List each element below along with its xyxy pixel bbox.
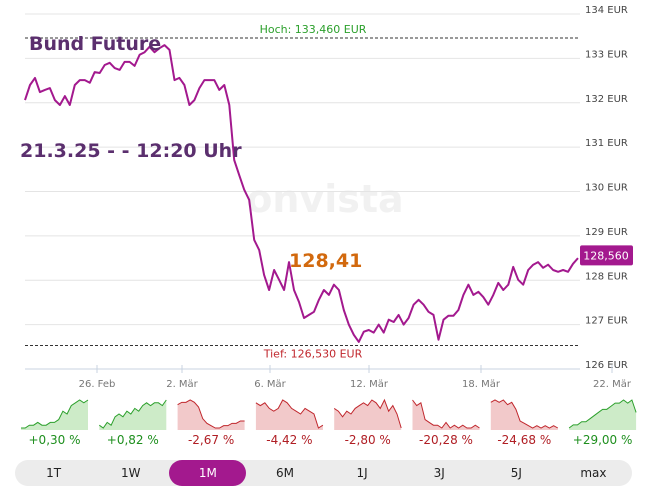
sparkline-1t: +0,30 % [21, 399, 89, 447]
period-change-label: -4,42 % [266, 433, 312, 447]
sparkline-line [490, 399, 559, 429]
period-change-label: -2,80 % [345, 433, 391, 447]
sparkline-line [99, 399, 167, 429]
period-change-label: -2,67 % [188, 433, 234, 447]
y-tick-label: 133 EUR [585, 49, 628, 60]
y-tick-label: 127 EUR [585, 316, 628, 327]
current-price-label: 128,560 [583, 249, 629, 262]
sparkline-area [569, 400, 637, 430]
y-tick-label: 131 EUR [585, 138, 628, 149]
timestamp-label: 21.3.25 - - 12:20 Uhr [20, 140, 242, 162]
tab-6m[interactable]: 6M [275, 466, 294, 480]
sparkline-1w: +0,82 % [99, 399, 167, 447]
price-chart: onvista 134 EUR 133 EUR 132 EUR 131 EUR 130 E… [21, 5, 637, 447]
low-label: Tief: 126,530 EUR [263, 347, 363, 360]
period-change-label: +0,30 % [29, 433, 81, 447]
x-tick-label: 12. Mär [350, 379, 389, 390]
tab-5j[interactable]: 5J [510, 466, 522, 480]
period-change-label: +0,82 % [107, 433, 159, 447]
tab-1j[interactable]: 1J [356, 466, 368, 480]
sparkline-max: +29,00 % [568, 399, 637, 447]
sparkline-1m: -2,67 % [177, 399, 245, 447]
chart-title: Bund Future [29, 33, 162, 55]
sparkline-6m: -4,42 % [255, 399, 324, 447]
sparkline-area [412, 400, 480, 430]
y-tick-label: 129 EUR [585, 227, 628, 238]
y-tick-label: 132 EUR [585, 94, 628, 105]
sparkline-line [568, 399, 637, 429]
sparkline-area [334, 400, 402, 430]
x-tick-label: 2. Mär [166, 379, 198, 390]
sparkline-line [177, 399, 245, 429]
sparkline-area [490, 400, 558, 430]
y-tick-label: 134 EUR [585, 5, 628, 16]
price-line [24, 44, 579, 343]
period-change-label: -20,28 % [419, 433, 473, 447]
y-tick-label: 128 EUR [585, 271, 628, 282]
period-tabs: 1T 1W 1M 6M 1J 3J 5J max [15, 460, 632, 486]
sparkline-line [255, 399, 324, 429]
period-change-label: +29,00 % [573, 433, 633, 447]
sparkline-3j: -20,28 % [412, 399, 480, 447]
high-label: Hoch: 133,460 EUR [260, 23, 367, 36]
sparkline-line [412, 399, 480, 429]
sparkline-line [333, 398, 402, 429]
tab-1t[interactable]: 1T [46, 466, 62, 480]
sparkline-area [99, 400, 167, 430]
tab-max[interactable]: max [580, 466, 607, 480]
sparkline-area [255, 400, 323, 430]
sparkline-line [21, 399, 89, 429]
x-tick-label: 22. Mär [593, 379, 632, 390]
current-price-tag [580, 245, 633, 266]
tab-1m[interactable]: 1M [169, 460, 247, 486]
sparkline-5j: -24,68 % [490, 399, 559, 447]
watermark-logo: onvista [246, 177, 403, 221]
x-tick-label: 6. Mär [254, 379, 286, 390]
y-tick-label: 126 EUR [585, 360, 628, 371]
x-tick-label: 26. Feb [79, 379, 116, 390]
sparkline-area [177, 400, 245, 430]
tab-3j[interactable]: 3J [433, 466, 445, 480]
tab-1w[interactable]: 1W [120, 466, 141, 480]
y-tick-label: 130 EUR [585, 183, 628, 194]
period-change-label: -24,68 % [497, 433, 551, 447]
last-value-label: 128,41 [289, 250, 363, 272]
x-tick-label: 18. Mär [462, 379, 501, 390]
sparkline-1j: -2,80 % [333, 398, 402, 447]
